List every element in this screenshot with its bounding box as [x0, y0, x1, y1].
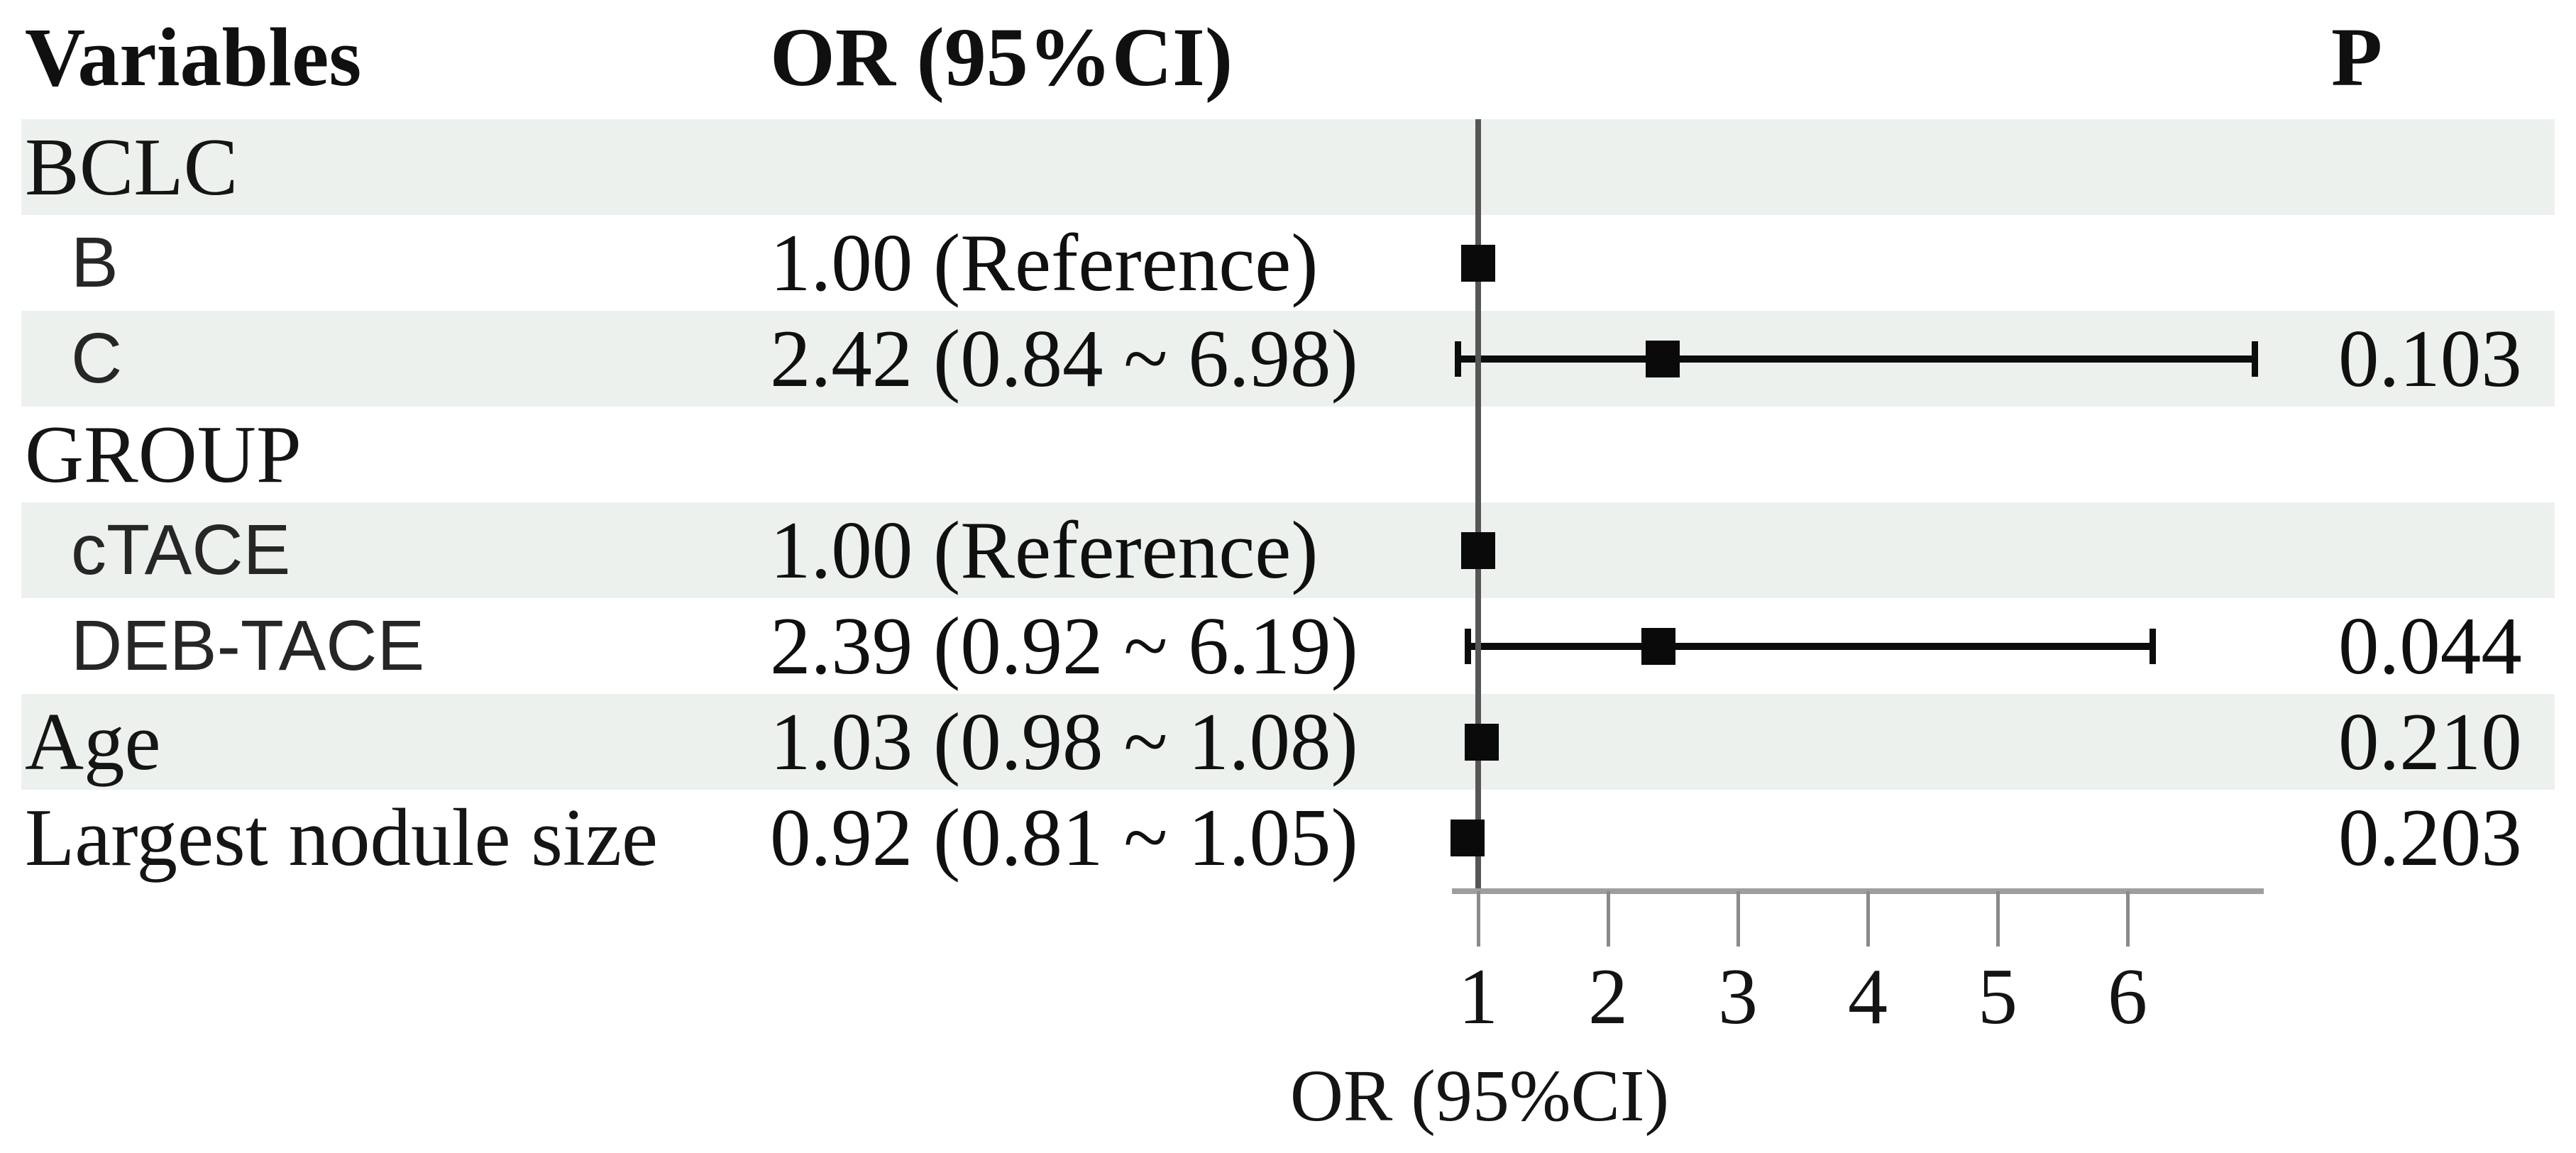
- table-row: B 1.00 (Reference): [21, 215, 2555, 311]
- x-axis-line: [1452, 888, 2264, 894]
- table-row: BCLC: [21, 119, 2555, 215]
- row-or-ci-value: 2.42 (0.84 ~ 6.98): [770, 314, 1358, 404]
- row-label: B: [71, 223, 119, 302]
- row-or-ci-value: 1.00 (Reference): [770, 218, 1319, 308]
- row-p-value: 0.203: [2338, 793, 2522, 883]
- row-or-ci-value: 1.03 (0.98 ~ 1.08): [770, 697, 1358, 787]
- x-axis-tick: [1996, 891, 2000, 947]
- row-label: DEB-TACE: [71, 606, 425, 685]
- column-header-variables: Variables: [25, 11, 362, 104]
- or-marker-square: [1461, 244, 1495, 282]
- row-label: GROUP: [25, 409, 302, 500]
- or-marker-square: [1465, 723, 1499, 761]
- or-marker-square: [1451, 819, 1485, 856]
- x-axis-tick-label: 3: [1718, 953, 1758, 1041]
- row-p-value: 0.044: [2338, 601, 2522, 691]
- table-row: GROUP: [21, 407, 2555, 502]
- ci-cap-high: [2149, 628, 2156, 664]
- row-or-ci-value: 0.92 (0.81 ~ 1.05): [770, 793, 1358, 883]
- ci-cap-low: [1465, 628, 1472, 664]
- ci-line: [1468, 642, 2152, 650]
- table-row: C 2.42 (0.84 ~ 6.98) 0.103: [21, 311, 2555, 407]
- or-marker-square: [1461, 531, 1495, 569]
- row-p-value: 0.103: [2338, 314, 2522, 404]
- x-axis-tick-label: 2: [1588, 953, 1628, 1041]
- row-or-ci-value: 1.00 (Reference): [770, 505, 1319, 595]
- row-label: Largest nodule size: [25, 793, 659, 883]
- x-axis-tick-label: 1: [1458, 953, 1498, 1041]
- table-row: DEB-TACE 2.39 (0.92 ~ 6.19) 0.044: [21, 598, 2555, 694]
- row-label: C: [71, 319, 123, 398]
- or-marker-square: [1641, 627, 1676, 665]
- row-label: cTACE: [71, 510, 291, 590]
- ci-cap-low: [1454, 341, 1461, 377]
- x-axis-tick: [1736, 891, 1740, 947]
- column-header-or-ci: OR (95%CI): [770, 11, 1233, 104]
- x-axis-tick: [1866, 891, 1870, 947]
- ci-cap-high: [2252, 341, 2259, 377]
- table-row: Largest nodule size 0.92 (0.81 ~ 1.05) 0.2…: [21, 790, 2555, 886]
- x-axis-tick: [2126, 891, 2130, 947]
- x-axis-tick: [1607, 891, 1610, 947]
- column-header-p: P: [2331, 11, 2383, 104]
- x-axis-tick-label: 6: [2108, 953, 2147, 1041]
- x-axis-tick-label: 4: [1848, 953, 1888, 1041]
- row-or-ci-value: 2.39 (0.92 ~ 6.19): [770, 601, 1358, 691]
- ci-line: [1457, 355, 2255, 363]
- table-row: cTACE 1.00 (Reference): [21, 502, 2555, 598]
- x-axis-tick: [1477, 891, 1480, 947]
- row-label: BCLC: [25, 122, 238, 212]
- x-axis-title: OR (95%CI): [1289, 1055, 1670, 1137]
- x-axis-tick-label: 5: [1978, 953, 2018, 1041]
- or-marker-square: [1645, 340, 1680, 377]
- table-row: Age 1.03 (0.98 ~ 1.08) 0.210: [21, 694, 2555, 790]
- reference-line: [1475, 119, 1481, 894]
- row-label: Age: [25, 697, 161, 787]
- row-p-value: 0.210: [2338, 697, 2522, 787]
